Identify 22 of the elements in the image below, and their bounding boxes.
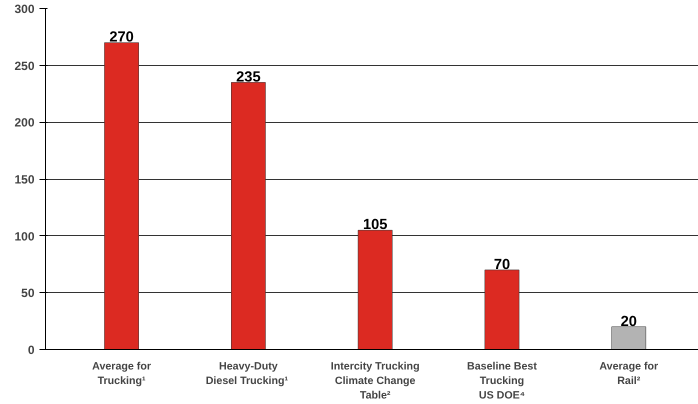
data-label: 20: [620, 314, 637, 330]
bar: [231, 82, 266, 350]
data-label: 270: [109, 30, 134, 46]
y-tick-label: 250: [14, 58, 35, 73]
y-tick-label: 200: [14, 116, 35, 130]
x-tick-label: Average for Rail²: [599, 360, 658, 387]
y-tick-label: 100: [14, 229, 35, 244]
data-label: 105: [362, 217, 388, 234]
x-tick-label: Average for Trucking¹: [92, 360, 151, 387]
x-tick-label: Heavy-Duty Diesel Trucking¹: [206, 360, 288, 387]
data-label: 235: [236, 69, 261, 86]
bar: [358, 230, 393, 350]
y-tick-label: 300: [14, 2, 35, 16]
bar: [484, 270, 520, 350]
x-tick-label: Baseline Best Trucking US DOE⁴: [467, 360, 538, 402]
data-label: 70: [494, 256, 510, 273]
y-tick-label: 0: [28, 343, 35, 357]
bar: [104, 42, 139, 350]
bar: [611, 326, 646, 350]
y-tick-label: 50: [21, 286, 35, 300]
y-tick-label: 150: [14, 172, 35, 186]
x-tick-label: Intercity Trucking Climate Change Table²: [330, 360, 420, 402]
